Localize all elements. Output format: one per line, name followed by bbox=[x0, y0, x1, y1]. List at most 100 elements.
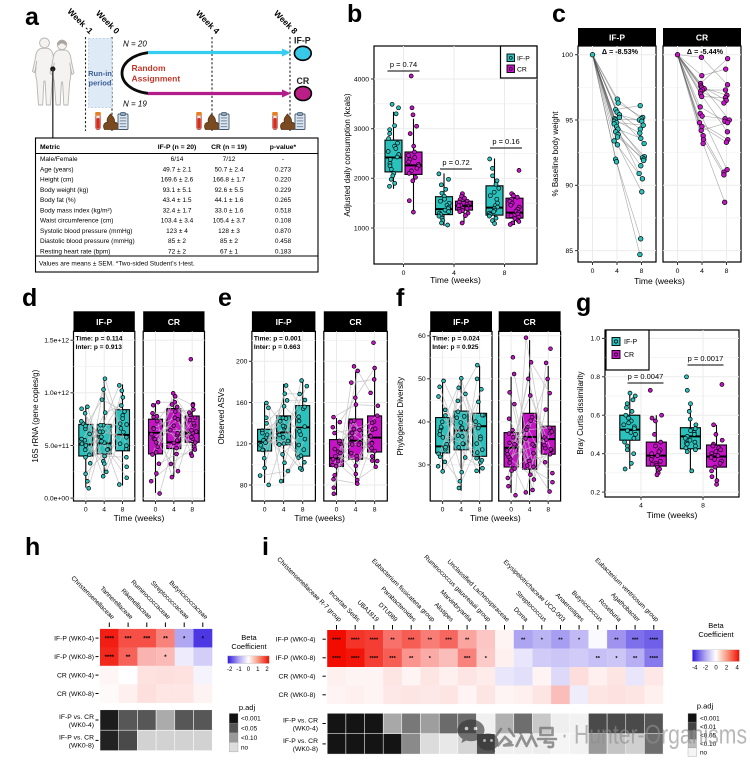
svg-text:IF-P vs. CR: IF-P vs. CR bbox=[283, 718, 318, 725]
svg-text:8: 8 bbox=[121, 507, 125, 514]
svg-text:CR: CR bbox=[524, 317, 536, 327]
svg-text:**: ** bbox=[633, 656, 638, 662]
svg-text:IF-P vs. CR: IF-P vs. CR bbox=[283, 738, 318, 745]
svg-text:Time: p = 0.024: Time: p = 0.024 bbox=[432, 336, 480, 343]
svg-text:4: 4 bbox=[354, 507, 358, 514]
svg-text:*: * bbox=[164, 655, 167, 661]
svg-text:*: * bbox=[541, 637, 544, 643]
svg-text:**: ** bbox=[558, 637, 563, 643]
svg-text:Beta: Beta bbox=[708, 621, 724, 630]
svg-text:**: ** bbox=[163, 636, 168, 642]
svg-text:b: b bbox=[347, 0, 362, 28]
svg-text:**: ** bbox=[596, 656, 601, 662]
svg-text:-2: -2 bbox=[703, 666, 709, 672]
svg-text:93.1 ± 5.1: 93.1 ± 5.1 bbox=[163, 187, 192, 194]
svg-text:0.108: 0.108 bbox=[275, 218, 292, 225]
svg-text:67 ± 1: 67 ± 1 bbox=[220, 248, 238, 255]
svg-text:****: **** bbox=[351, 656, 361, 662]
svg-text:f: f bbox=[396, 284, 405, 312]
svg-text:Time (weeks): Time (weeks) bbox=[647, 510, 698, 520]
svg-text:****: **** bbox=[105, 655, 115, 661]
svg-text:CR (WK0-8): CR (WK0-8) bbox=[57, 691, 94, 698]
svg-text:p = 0.74: p = 0.74 bbox=[390, 60, 417, 69]
svg-text:4: 4 bbox=[102, 507, 106, 514]
svg-text:0: 0 bbox=[335, 507, 339, 514]
svg-text:**: ** bbox=[521, 637, 526, 643]
svg-text:4: 4 bbox=[736, 666, 740, 672]
svg-text:(WK0-8): (WK0-8) bbox=[69, 742, 94, 749]
svg-text:****: **** bbox=[649, 637, 659, 643]
svg-text:g: g bbox=[576, 289, 591, 317]
svg-text:0: 0 bbox=[509, 507, 513, 514]
svg-text:p.adj: p.adj bbox=[697, 702, 714, 711]
svg-text:200: 200 bbox=[236, 359, 248, 366]
svg-text:8: 8 bbox=[546, 507, 550, 514]
svg-text:16S rRNA (gene copies/g): 16S rRNA (gene copies/g) bbox=[31, 369, 40, 462]
svg-text:Time: p = 0.001: Time: p = 0.001 bbox=[254, 336, 302, 343]
svg-text:85 ± 2: 85 ± 2 bbox=[220, 238, 238, 245]
svg-text:Time (weeks): Time (weeks) bbox=[430, 275, 481, 285]
svg-text:166.8 ± 1.7: 166.8 ± 1.7 bbox=[213, 177, 246, 184]
svg-text:Time (weeks): Time (weeks) bbox=[294, 513, 345, 523]
svg-text:Height (cm): Height (cm) bbox=[40, 177, 74, 184]
svg-text:****: **** bbox=[332, 656, 342, 662]
svg-text:0: 0 bbox=[676, 268, 680, 275]
svg-text:7/12: 7/12 bbox=[223, 156, 236, 163]
svg-text:4: 4 bbox=[452, 270, 456, 277]
svg-text:0.265: 0.265 bbox=[275, 197, 292, 204]
svg-text:CR: CR bbox=[624, 352, 634, 359]
svg-text:0.183: 0.183 bbox=[275, 248, 292, 255]
svg-text:40: 40 bbox=[418, 419, 426, 426]
svg-text:Phylogenetic Diversity: Phylogenetic Diversity bbox=[396, 377, 405, 456]
svg-text:IF-P: IF-P bbox=[609, 33, 625, 43]
svg-text:*: * bbox=[183, 636, 186, 642]
svg-text:**: ** bbox=[390, 637, 395, 643]
svg-text:50.7 ± 2.4: 50.7 ± 2.4 bbox=[215, 166, 244, 173]
svg-text:Inter: p = 0.663: Inter: p = 0.663 bbox=[254, 344, 301, 351]
svg-text:0: 0 bbox=[591, 268, 595, 275]
svg-text:4: 4 bbox=[282, 507, 286, 514]
svg-text:e: e bbox=[218, 284, 232, 312]
svg-text:<0.001: <0.001 bbox=[700, 715, 720, 722]
svg-text:IF-P: IF-P bbox=[294, 36, 311, 46]
svg-text:CR (WK0-4): CR (WK0-4) bbox=[278, 674, 315, 681]
svg-text:2000: 2000 bbox=[354, 176, 369, 183]
svg-text:Time: p = 0.114: Time: p = 0.114 bbox=[76, 336, 123, 343]
svg-text:Time (weeks): Time (weeks) bbox=[470, 513, 521, 523]
svg-text:IF-P (WK0-8): IF-P (WK0-8) bbox=[54, 654, 94, 661]
svg-text:0: 0 bbox=[247, 667, 251, 673]
svg-text:IF-P: IF-P bbox=[453, 317, 469, 327]
svg-text:4: 4 bbox=[639, 503, 643, 510]
svg-text:1: 1 bbox=[256, 667, 260, 673]
svg-text:0.870: 0.870 bbox=[275, 228, 292, 235]
svg-text:p = 0.72: p = 0.72 bbox=[442, 158, 469, 167]
svg-text:0.6: 0.6 bbox=[591, 413, 601, 420]
svg-text:Adjusted daily consumption (kc: Adjusted daily consumption (kcals) bbox=[343, 93, 352, 217]
svg-text:8: 8 bbox=[373, 507, 377, 514]
svg-text:4000: 4000 bbox=[354, 76, 369, 83]
svg-text:· Hunter-Organisms: · Hunter-Organisms bbox=[561, 720, 747, 750]
svg-text:*: * bbox=[578, 637, 581, 643]
svg-text:0.220: 0.220 bbox=[275, 177, 292, 184]
svg-text:169.6 ± 2.6: 169.6 ± 2.6 bbox=[161, 177, 194, 184]
svg-text:IF-P vs. CR: IF-P vs. CR bbox=[59, 735, 94, 742]
svg-text:1.0: 1.0 bbox=[591, 336, 601, 343]
svg-text:N = 20: N = 20 bbox=[123, 40, 147, 49]
svg-text:Coefficient: Coefficient bbox=[231, 642, 267, 651]
svg-text:IF-P (WK0-8): IF-P (WK0-8) bbox=[276, 655, 316, 662]
svg-text:-2: -2 bbox=[227, 667, 233, 673]
svg-text:Random: Random bbox=[132, 63, 166, 73]
svg-text:0: 0 bbox=[441, 507, 445, 514]
svg-text:h: h bbox=[25, 533, 40, 561]
svg-text:0.2: 0.2 bbox=[591, 489, 601, 496]
svg-text:Systolic blood pressure (mmHg): Systolic blood pressure (mmHg) bbox=[40, 228, 132, 235]
svg-text:-: - bbox=[282, 156, 284, 163]
svg-text:Male/Female: Male/Female bbox=[40, 156, 78, 163]
svg-text:85: 85 bbox=[565, 248, 573, 255]
svg-text:1000: 1000 bbox=[354, 225, 369, 232]
svg-text:CR: CR bbox=[168, 317, 180, 327]
svg-text:Body mass index (kg/m²): Body mass index (kg/m²) bbox=[40, 207, 112, 214]
svg-text:IF-P (WK0-4): IF-P (WK0-4) bbox=[54, 635, 94, 642]
svg-text:****: **** bbox=[351, 637, 361, 643]
svg-text:8: 8 bbox=[640, 268, 644, 275]
